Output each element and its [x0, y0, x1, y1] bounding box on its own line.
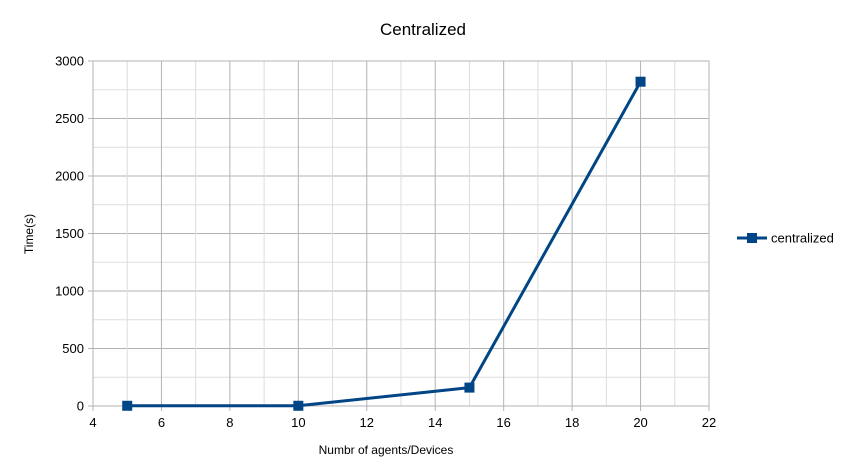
x-tick-label: 12 [360, 415, 374, 430]
x-tick-label: 6 [158, 415, 165, 430]
y-tick-label: 3000 [55, 54, 84, 69]
x-tick-label: 18 [565, 415, 579, 430]
y-tick-label: 1000 [55, 284, 84, 299]
series-line-centralized [127, 80, 642, 408]
chart-title: Centralized [380, 20, 466, 39]
x-tick-label: 14 [428, 415, 442, 430]
data-point-marker [122, 400, 133, 411]
x-tick-label: 4 [89, 415, 96, 430]
axes: 0 500 1000 1500 2000 2500 3000 4 6 8 10 12 14 16 18 20 2… [55, 54, 716, 431]
x-tick-label: 20 [633, 415, 647, 430]
y-axis-label: Time(s) [22, 214, 36, 254]
y-tick-label: 0 [77, 399, 84, 414]
x-tick-label: 8 [226, 415, 233, 430]
x-axis-label: Numbr of agents/Devices [319, 443, 454, 457]
data-point-marker [464, 382, 475, 393]
grid [92, 60, 710, 407]
legend-marker [747, 233, 757, 243]
y-tick-label: 2500 [55, 111, 84, 126]
y-tick-label: 1500 [55, 226, 84, 241]
x-tick-label: 10 [291, 415, 305, 430]
data-point-marker [635, 76, 646, 87]
legend-label: centralized [771, 231, 834, 246]
x-tick-label: 22 [702, 415, 716, 430]
y-tick-label: 2000 [55, 169, 84, 184]
x-tick-label: 16 [496, 415, 510, 430]
legend: centralized [737, 231, 834, 246]
y-tick-label: 500 [62, 341, 84, 356]
series-group [122, 76, 646, 411]
data-point-marker [293, 400, 304, 411]
